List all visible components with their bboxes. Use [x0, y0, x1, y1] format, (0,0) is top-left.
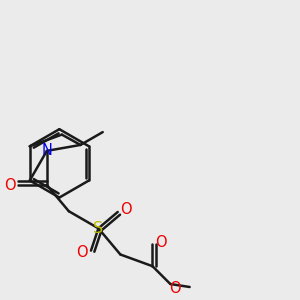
Text: S: S — [93, 221, 103, 236]
Text: O: O — [169, 281, 180, 296]
Text: N: N — [41, 143, 52, 158]
Text: O: O — [76, 245, 87, 260]
Text: O: O — [120, 202, 132, 217]
Text: O: O — [155, 235, 166, 250]
Text: O: O — [4, 178, 16, 193]
